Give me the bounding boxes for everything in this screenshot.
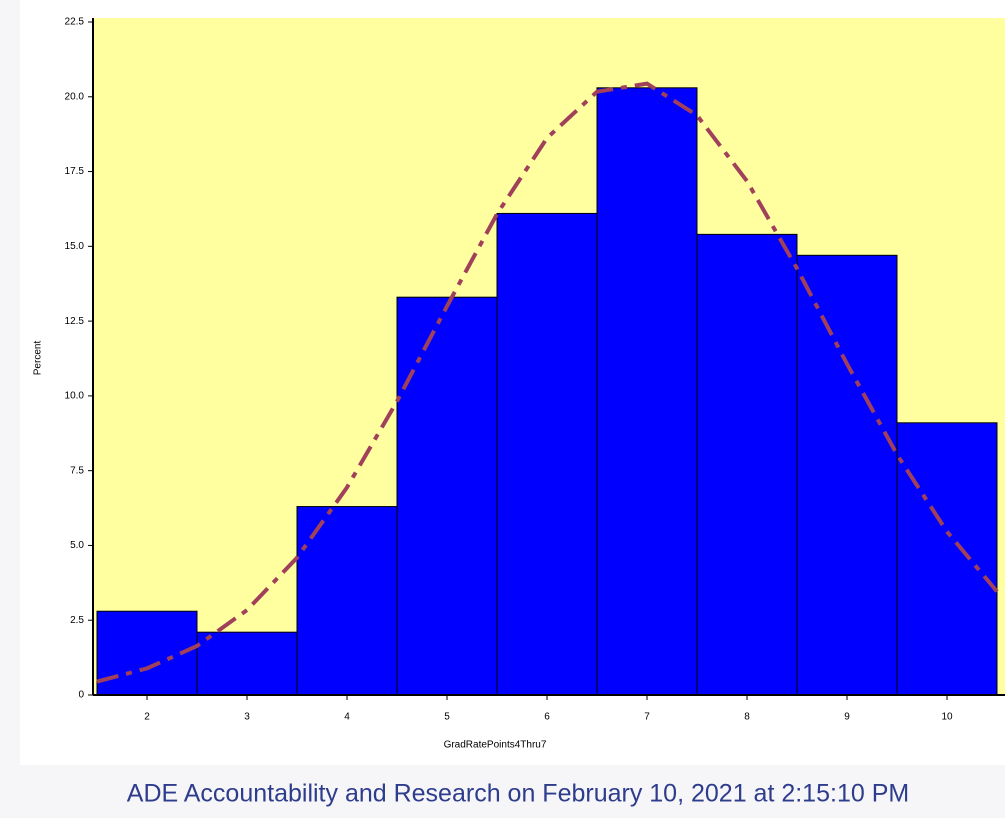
bar [896,422,998,696]
y-tick-label: 5.0 [70,540,84,551]
y-tick-label: 0 [78,690,84,701]
y-tick-label: 15.0 [65,241,85,252]
x-axis-label: GradRatePoints4Thru7 [444,740,547,751]
x-tick-label: 7 [644,712,650,723]
bar [796,254,898,696]
x-tick-label: 5 [444,712,450,723]
bar [696,233,798,696]
x-tick-label: 4 [344,712,350,723]
y-axis-label: Percent [33,341,44,376]
x-tick-label: 10 [941,712,953,723]
x-tick-label: 2 [144,712,150,723]
y-tick-label: 20.0 [65,91,85,102]
y-tick-label: 10.0 [65,391,85,402]
y-tick-label: 7.5 [70,465,84,476]
x-tick-label: 3 [244,712,250,723]
bar [496,212,598,696]
x-tick-label: 9 [844,712,850,723]
bar [396,296,498,696]
bar [196,631,298,696]
x-tick-label: 8 [744,712,750,723]
y-tick-label: 12.5 [65,316,85,327]
y-tick-label: 22.5 [65,17,85,28]
y-tick-label: 17.5 [65,166,85,177]
normal-curve [96,81,999,684]
footer: ADE Accountability and Research on Febru… [127,780,909,808]
x-tick-label: 6 [544,712,550,723]
y-tick-label: 2.5 [70,615,84,626]
bar [596,87,698,696]
